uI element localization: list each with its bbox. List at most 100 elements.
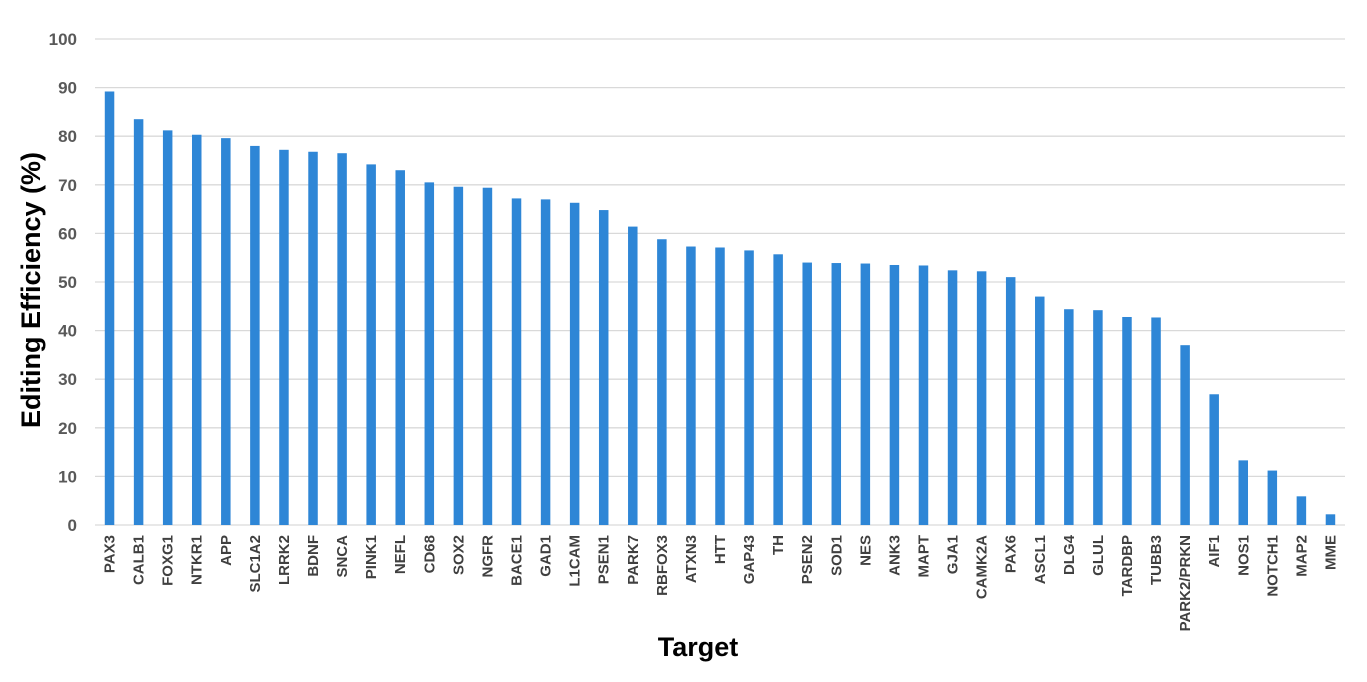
x-axis-title: Target — [658, 632, 739, 662]
x-tick-label: NTKR1 — [189, 535, 206, 585]
x-tick-label: NES — [857, 535, 874, 566]
bar-pax6 — [1005, 277, 1016, 525]
x-tick-label: FOXG1 — [160, 535, 177, 586]
x-tick-label: CALB1 — [131, 535, 148, 585]
bar-psen2 — [802, 262, 812, 525]
bar-sod1 — [831, 263, 842, 525]
x-tick-label: RBFOX3 — [654, 535, 671, 596]
x-tick-label: PINK1 — [363, 535, 380, 579]
y-tick-label: 100 — [49, 30, 77, 49]
x-tick-label: TUBB3 — [1148, 535, 1165, 585]
x-tick-label: ASCL1 — [1032, 535, 1049, 584]
x-tick-label: CAMK2A — [974, 535, 991, 599]
bar-gap43 — [744, 250, 754, 525]
bars — [104, 91, 1336, 526]
y-axis-title: Editing Efficiency (%) — [16, 152, 46, 428]
bar-park7 — [628, 226, 638, 525]
bar-ank3 — [889, 264, 900, 525]
x-tick-label: BDNF — [305, 535, 322, 577]
bar-ascl1 — [1035, 296, 1045, 525]
bar-th — [773, 254, 783, 525]
bar-bace1 — [511, 198, 522, 525]
bar-sox2 — [453, 186, 464, 525]
y-tick-label: 50 — [58, 273, 77, 292]
x-tick-label: PARK2/PRKN — [1177, 535, 1194, 631]
bar-ngfr — [482, 187, 493, 525]
x-tick-label: SOX2 — [450, 535, 467, 575]
y-tick-label: 90 — [58, 79, 77, 98]
x-axis-ticks: PAX3 CALB1 FOXG1 NTKR1 APP SLC1A2 LRRK2 BDNF SNC… — [102, 534, 1340, 631]
bar-mapt — [918, 265, 929, 525]
bar-app — [221, 138, 231, 526]
x-tick-label: PARK7 — [625, 535, 642, 585]
bar-aif1 — [1209, 394, 1219, 525]
bar-pink1 — [366, 164, 376, 525]
bar-tubb3 — [1151, 317, 1161, 525]
x-tick-label: PSEN2 — [799, 535, 816, 584]
x-tick-label: ANK3 — [886, 535, 903, 576]
bar-nes — [860, 263, 871, 525]
x-tick-label: GJA1 — [945, 535, 962, 574]
bar-mme — [1325, 514, 1336, 525]
bar-atxn3 — [686, 246, 696, 525]
x-tick-label: TARDBP — [1119, 535, 1136, 596]
y-tick-label: 60 — [58, 224, 77, 243]
bar-gad1 — [540, 199, 551, 525]
bar-bdnf — [308, 151, 318, 525]
y-tick-label: 30 — [58, 370, 77, 389]
x-tick-label: MME — [1322, 535, 1339, 570]
x-tick-label: NOS1 — [1235, 535, 1252, 576]
x-tick-label: PAX3 — [102, 535, 119, 573]
y-tick-label: 80 — [58, 127, 77, 146]
y-tick-label: 20 — [58, 419, 77, 438]
x-tick-label: MAPT — [915, 535, 932, 578]
bar-notch1 — [1267, 470, 1278, 525]
y-axis-ticks: 0 10 20 30 40 50 60 70 80 90 100 — [49, 30, 77, 535]
bar-gja1 — [947, 270, 958, 525]
bar-lrrk2 — [279, 149, 289, 526]
bar-dlg4 — [1064, 309, 1074, 525]
bar-psen1 — [598, 210, 609, 525]
x-tick-label: NGFR — [479, 535, 496, 578]
bar-ntkr1 — [191, 134, 202, 525]
bar-slc1a2 — [250, 145, 260, 526]
x-tick-label: NEFL — [392, 535, 409, 574]
x-tick-label: AIF1 — [1206, 535, 1223, 568]
x-tick-label: SOD1 — [828, 535, 845, 576]
x-tick-label: GAD1 — [538, 535, 555, 577]
bar-snca — [337, 153, 347, 525]
x-tick-label: APP — [218, 535, 235, 566]
bar-l1cam — [569, 202, 580, 526]
x-tick-label: DLG4 — [1061, 534, 1078, 575]
bar-nefl — [395, 170, 405, 525]
bar-rbfox3 — [657, 239, 667, 525]
x-tick-label: ATXN3 — [683, 535, 700, 583]
x-tick-label: PSEN1 — [596, 535, 613, 584]
x-tick-label: GLUL — [1090, 535, 1107, 576]
x-tick-label: LRRK2 — [276, 535, 293, 585]
x-tick-label: CD68 — [421, 535, 438, 573]
bar-pax3 — [104, 91, 115, 525]
bar-camk2a — [976, 271, 987, 525]
y-tick-label: 10 — [58, 467, 77, 486]
x-tick-label: BACE1 — [509, 535, 526, 586]
bar-foxg1 — [162, 130, 173, 526]
x-tick-label: GAP43 — [741, 535, 758, 584]
x-tick-label: MAP2 — [1293, 535, 1310, 577]
y-tick-label: 0 — [68, 516, 77, 535]
x-tick-label: HTT — [712, 535, 729, 564]
bar-park2-prkn — [1180, 345, 1190, 525]
y-tick-label: 70 — [58, 176, 77, 195]
bar-cd68 — [424, 182, 435, 525]
x-tick-label: SLC1A2 — [247, 535, 264, 593]
x-tick-label: SNCA — [334, 535, 351, 578]
bar-map2 — [1296, 496, 1307, 525]
bar-calb1 — [133, 119, 144, 525]
x-tick-label: L1CAM — [567, 535, 584, 587]
y-tick-label: 40 — [58, 322, 77, 341]
bar-htt — [715, 247, 725, 525]
bar-glul — [1093, 310, 1103, 525]
x-tick-label: PAX6 — [1003, 535, 1020, 573]
x-tick-label: TH — [770, 535, 787, 555]
